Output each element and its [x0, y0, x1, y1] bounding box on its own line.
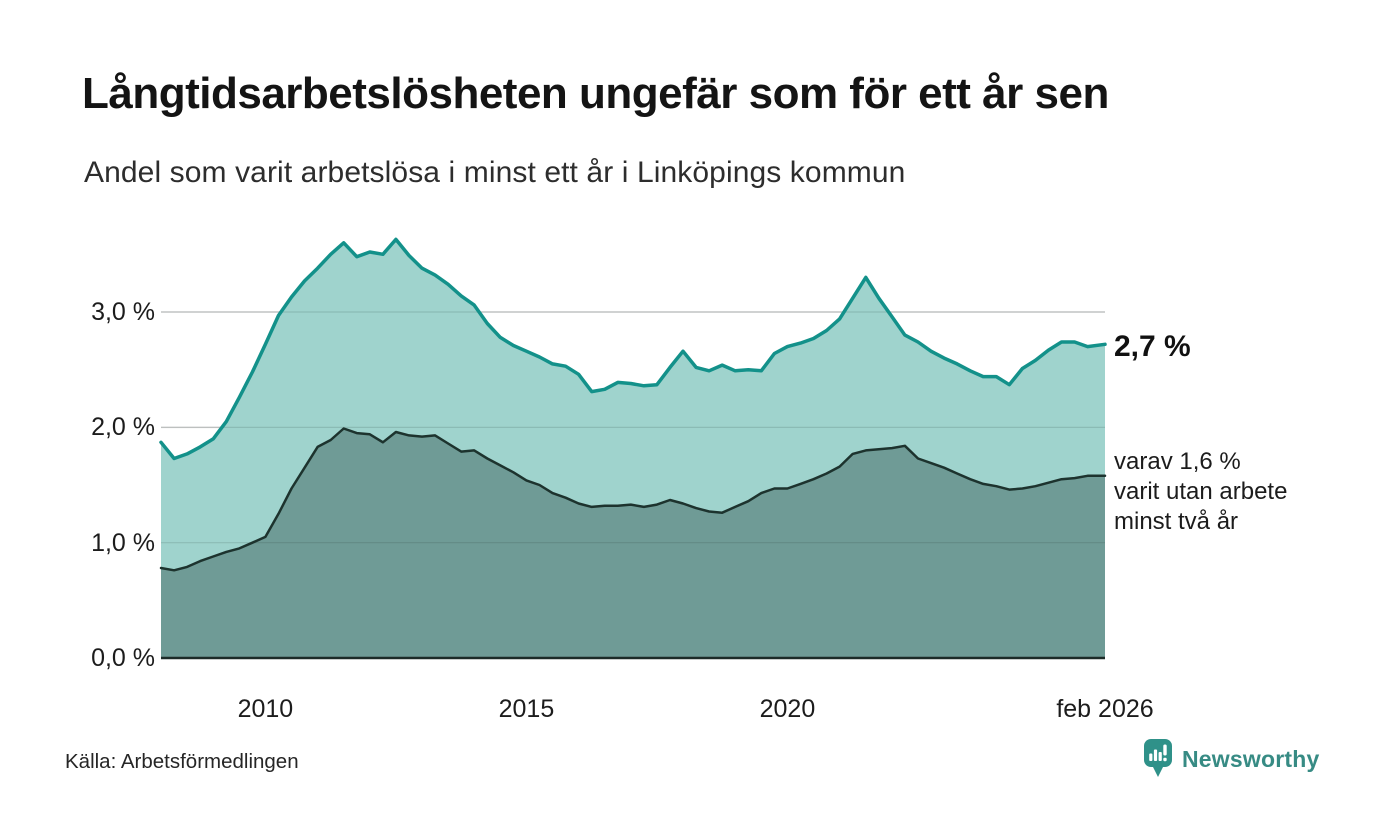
y-tick-label: 3,0 % [91, 298, 155, 326]
secondary-series-annotation: varav 1,6 % varit utan arbete minst två … [1114, 447, 1287, 537]
secondary-annotation-line-2: varit utan arbete [1114, 478, 1288, 505]
brand-logo: Newsworthy [1143, 738, 1319, 780]
x-tick-label: 2015 [498, 695, 555, 723]
y-tick-label: 1,0 % [91, 528, 155, 557]
latest-value-annotation: 2,7 % [1114, 330, 1191, 363]
source-caption: Källa: Arbetsförmedlingen [65, 750, 299, 773]
chart-subtitle: Andel som varit arbetslösa i minst ett å… [84, 156, 906, 189]
series-area-minst-tva-ar [161, 428, 1105, 658]
x-tick-label: feb 2026 [1056, 695, 1154, 723]
brand-name: Newsworthy [1182, 745, 1320, 772]
secondary-annotation-line-3: minst två år [1114, 508, 1239, 535]
series-line-minst-ett-ar [159, 237, 1107, 461]
x-tick-label: 2020 [759, 695, 816, 723]
chart-title: Långtidsarbetslösheten ungefär som för e… [82, 69, 1109, 118]
newsworthy-bubble-chart-icon [1144, 739, 1172, 777]
y-tick-label: 2,0 % [91, 413, 155, 442]
y-tick-label: 0,0 % [91, 644, 155, 672]
secondary-annotation-line-1: varav 1,6 % [1114, 448, 1241, 475]
x-tick-label: 2010 [237, 695, 294, 723]
series-line-minst-tva-ar [159, 427, 1107, 572]
